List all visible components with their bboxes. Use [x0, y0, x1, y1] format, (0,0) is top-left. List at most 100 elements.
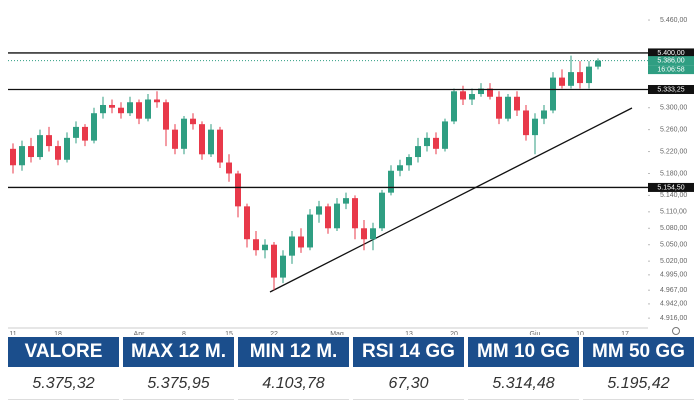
candle-body — [397, 165, 403, 171]
candle-body — [424, 137, 430, 147]
candle-body — [235, 173, 241, 207]
table-cell: 4.103,78 — [238, 369, 349, 400]
candle-body — [217, 129, 223, 163]
chart: 5.460,00 5.300,00 5.260,00 5.220,00 5.180,00… — [8, 17, 694, 335]
candle-body — [91, 113, 97, 141]
table-header: MIN 12 M. — [238, 337, 349, 367]
candle-body — [118, 107, 124, 114]
x-tick-label: 13 — [405, 331, 413, 335]
table-header: RSI 14 GG — [353, 337, 464, 367]
x-tick-label: 15 — [225, 331, 233, 335]
candle-body — [523, 110, 529, 136]
candle-body — [505, 96, 511, 119]
candle-body — [586, 66, 592, 84]
candle-body — [145, 99, 151, 119]
table-cell: 5.375,32 — [8, 369, 119, 400]
candle-body — [10, 148, 16, 166]
candle-body — [352, 198, 358, 229]
candle-body — [82, 126, 88, 141]
settings-icon[interactable] — [672, 327, 680, 335]
last-price-label: 5.386,00 — [657, 57, 684, 64]
candle-body — [109, 104, 115, 108]
candle-body — [577, 72, 583, 84]
candle-body — [469, 94, 475, 100]
candle-body — [136, 102, 142, 119]
candle-body — [19, 146, 25, 166]
candle-body — [460, 91, 466, 100]
candle-body — [496, 96, 502, 119]
candle-body — [388, 170, 394, 193]
candle-body — [541, 110, 547, 119]
candle-body — [244, 206, 250, 240]
table-header: MAX 12 M. — [123, 337, 234, 367]
x-tick-label: Giu — [530, 331, 541, 335]
candle-body — [370, 228, 376, 240]
y-tick-label: 5.300,00 — [660, 105, 687, 112]
candle-body — [64, 137, 70, 160]
candle-body — [415, 146, 421, 158]
candle-body — [262, 244, 268, 251]
x-tick-label: 10 — [576, 331, 584, 335]
table-cell: 5.375,95 — [123, 369, 234, 400]
table-cell: 67,30 — [353, 369, 464, 400]
last-price-time: 16:06:58 — [657, 66, 684, 73]
candle-body — [46, 135, 52, 147]
x-tick-label: 17 — [621, 331, 629, 335]
candle-body — [559, 77, 565, 86]
candle-body — [55, 146, 61, 160]
y-tick-label: 4.916,00 — [660, 315, 687, 322]
table-cell: 5.314,48 — [468, 369, 579, 400]
x-tick-label: Apr — [134, 331, 146, 335]
candle-body — [487, 88, 493, 97]
candle-body — [154, 99, 160, 103]
y-tick-label: 5.260,00 — [660, 126, 687, 133]
candle-body — [73, 126, 79, 138]
candle-body — [271, 244, 277, 278]
y-tick-label: 5.110,00 — [660, 209, 687, 216]
x-tick-label: Mag — [330, 331, 344, 335]
candle-body — [172, 129, 178, 149]
trend-line — [269, 107, 633, 293]
candle-body — [298, 236, 304, 248]
candle-body — [253, 239, 259, 251]
y-tick-label: 5.050,00 — [660, 242, 687, 249]
level-label-box — [648, 85, 694, 95]
candle-body — [595, 60, 601, 67]
candle-body — [28, 146, 34, 158]
candle-body — [442, 121, 448, 149]
table-header: MM 10 GG — [468, 337, 579, 367]
candle-body — [199, 124, 205, 155]
candle-body — [514, 96, 520, 111]
candle-body — [226, 162, 232, 174]
y-tick-label: 5.460,00 — [660, 17, 687, 24]
candle-body — [433, 137, 439, 149]
x-tick-label: 8 — [182, 331, 186, 335]
level-label-box — [648, 182, 694, 192]
candle-body — [316, 206, 322, 215]
last-price-label-box — [648, 56, 694, 66]
level-label: 5.154,50 — [657, 184, 684, 191]
y-tick-label: 5.020,00 — [660, 258, 687, 265]
table-header: MM 50 GG — [583, 337, 694, 367]
table-cell: 5.195,42 — [583, 369, 694, 400]
last-price-time-box — [648, 65, 694, 75]
stats-table: VALORE MAX 12 M. MIN 12 M. RSI 14 GG MM 10 G… — [8, 337, 694, 400]
candle-body — [406, 157, 412, 166]
x-tick-label: 22 — [270, 331, 278, 335]
x-tick-label: 20 — [450, 331, 458, 335]
candle-body — [37, 135, 43, 158]
candle-body — [325, 206, 331, 229]
candle-body — [568, 72, 574, 86]
y-tick-label: 5.220,00 — [660, 148, 687, 155]
level-label: 5.400,00 — [657, 50, 684, 57]
candle-body — [289, 236, 295, 256]
candle-body — [379, 192, 385, 229]
y-tick-label: 5.080,00 — [660, 225, 687, 232]
candle-body — [163, 102, 169, 130]
candle-body — [280, 255, 286, 278]
y-tick-label: 4.967,00 — [660, 287, 687, 294]
candle-body — [361, 228, 367, 240]
candle-body — [307, 214, 313, 248]
candle-body — [550, 77, 556, 111]
